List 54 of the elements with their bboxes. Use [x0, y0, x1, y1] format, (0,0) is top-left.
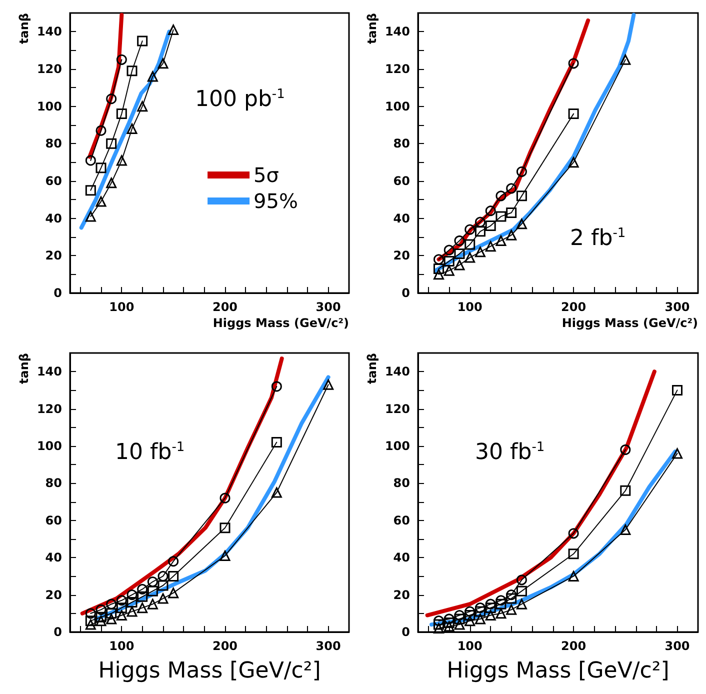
- y-tick-label: 20: [45, 588, 62, 602]
- x-tick-label: 300: [316, 300, 341, 314]
- x-tick-label: 300: [664, 300, 690, 314]
- y-tick-label: 60: [393, 513, 410, 528]
- x-tick-label: 300: [664, 639, 690, 653]
- y-tick-label: 60: [45, 174, 62, 188]
- x-tick-label: 200: [212, 300, 238, 314]
- x-tick-label: 100: [457, 300, 482, 314]
- y-tick-label: 140: [384, 24, 410, 39]
- y-tick-label: 20: [45, 248, 62, 263]
- y-tick-label: 120: [384, 62, 410, 76]
- x-axis-title: Higgs Mass (GeV/c²): [212, 316, 349, 330]
- y-tick-label: 100: [36, 99, 62, 114]
- legend-label: 95%: [254, 189, 298, 213]
- y-tick-label: 60: [45, 513, 62, 528]
- y-tick-label: 80: [45, 476, 62, 490]
- y-tick-label: 20: [393, 248, 410, 263]
- x-tick-label: 100: [457, 639, 482, 653]
- y-tick-label: 100: [36, 439, 62, 453]
- legend-label: 5σ: [254, 163, 280, 187]
- x-tick-label: 300: [316, 639, 341, 653]
- y-axis-title: tanβ: [365, 12, 379, 44]
- y-tick-label: 80: [393, 136, 410, 151]
- y-tick-label: 0: [54, 286, 62, 300]
- y-tick-label: 40: [45, 211, 62, 226]
- x-tick-label: 100: [109, 639, 134, 653]
- y-tick-label: 120: [384, 402, 410, 416]
- y-tick-label: 100: [384, 99, 410, 114]
- y-tick-label: 40: [393, 550, 410, 565]
- y-tick-label: 0: [402, 625, 410, 639]
- y-tick-label: 120: [36, 402, 62, 416]
- x-axis-title: Higgs Mass [GeV/c²]: [446, 658, 670, 684]
- y-tick-label: 0: [402, 286, 410, 300]
- y-axis-title: tanβ: [365, 352, 379, 384]
- y-tick-label: 40: [393, 211, 410, 226]
- y-tick-label: 60: [393, 174, 410, 188]
- y-tick-label: 0: [54, 625, 62, 639]
- x-tick-label: 200: [561, 300, 586, 314]
- y-tick-label: 120: [36, 62, 62, 76]
- x-axis-title: Higgs Mass (GeV/c²): [562, 316, 698, 330]
- y-tick-label: 80: [393, 476, 410, 490]
- y-tick-label: 100: [384, 439, 410, 453]
- x-tick-label: 200: [212, 639, 238, 653]
- y-tick-label: 140: [36, 24, 62, 39]
- y-tick-label: 140: [36, 364, 62, 379]
- y-tick-label: 20: [393, 588, 410, 602]
- x-tick-label: 100: [109, 300, 134, 314]
- y-axis-title: tanβ: [17, 352, 31, 384]
- y-tick-label: 40: [45, 550, 62, 565]
- y-tick-label: 80: [45, 136, 62, 151]
- x-tick-label: 200: [561, 639, 586, 653]
- y-axis-title: tanβ: [17, 12, 31, 44]
- x-axis-title: Higgs Mass [GeV/c²]: [98, 658, 321, 684]
- y-tick-label: 140: [384, 364, 410, 379]
